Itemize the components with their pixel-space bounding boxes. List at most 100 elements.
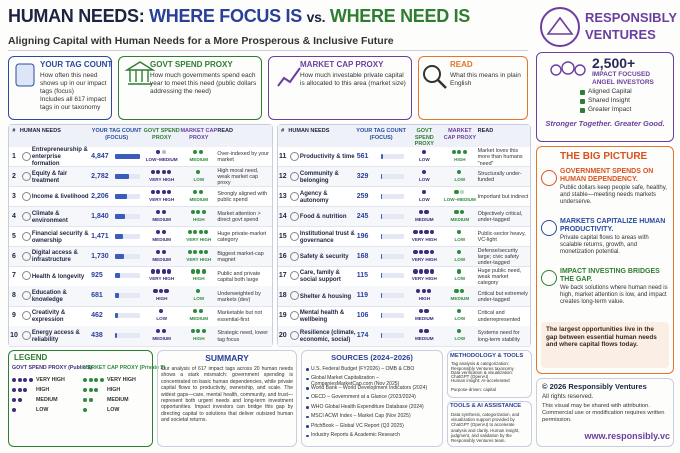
- copyright: © 2026 Responsibly Ventures: [542, 382, 647, 391]
- read-text: Huge private-market category: [217, 230, 267, 244]
- source-item: Industry Reports & Academic Research: [311, 432, 400, 438]
- row-line: [9, 285, 272, 287]
- need-name: Agency & autonomy: [299, 190, 329, 204]
- need-name: Equity & fair treatment: [31, 170, 68, 184]
- level-dot: [12, 388, 17, 393]
- row-icon: [21, 211, 31, 221]
- read-text: Market loves this more than humans "need…: [477, 148, 523, 167]
- bp-icon: [541, 220, 557, 236]
- level-label: MEDIUM: [189, 196, 209, 202]
- level-label: MEDIUM: [414, 336, 434, 342]
- row-icon: [290, 211, 300, 221]
- card-title: YOUR TAG COUNT: [40, 60, 113, 69]
- tag-count: 245: [356, 212, 369, 220]
- sources-title: SOURCES (2024–2026): [331, 353, 413, 362]
- read-text: Strongly aligned with public spend: [217, 191, 268, 204]
- level-dot: [156, 150, 161, 155]
- level-label: MEDIUM: [152, 236, 171, 242]
- level-dot: [156, 189, 161, 194]
- info-card: [268, 56, 412, 120]
- info-card: [418, 56, 528, 120]
- tag-bar-track: [115, 273, 141, 279]
- methodology-item: Purpose-driven: capital: [451, 386, 496, 392]
- level-dot: [457, 169, 462, 175]
- level-dot: [156, 249, 161, 254]
- level-label: MEDIUM: [189, 316, 209, 322]
- level-dot: [12, 378, 17, 383]
- level-dot: [421, 169, 426, 175]
- level-dot: [424, 309, 429, 314]
- tag-bar: [380, 253, 382, 259]
- level-dot: [150, 269, 155, 274]
- level-dot: [413, 269, 418, 274]
- tag-bar: [380, 273, 382, 279]
- level-dot: [413, 229, 418, 234]
- legend-group-title: GOVT SPEND PROXY (Public $): [12, 365, 92, 371]
- read-text: Defense/security large; civic safety und…: [477, 247, 519, 267]
- row-icon: [290, 331, 300, 341]
- need-name: Productivity & time: [299, 154, 355, 161]
- level-dot: [454, 209, 459, 214]
- tag-bar: [115, 213, 125, 219]
- row-line: [9, 305, 272, 307]
- level-label: MEDIUM: [414, 216, 434, 222]
- level-dot: [204, 249, 209, 254]
- level-dot: [457, 150, 462, 155]
- tag-count: 1,840: [91, 212, 109, 220]
- source-item: World Bank – World Development Indicator…: [311, 384, 428, 391]
- level-dot: [83, 398, 88, 403]
- tag-count: 2,782: [91, 172, 109, 180]
- tag-bar: [380, 213, 382, 219]
- need-name: Income & livelihood: [31, 194, 89, 201]
- level-dot: [201, 209, 206, 214]
- level-dot: [161, 229, 166, 234]
- network-count: 2,500+: [592, 55, 636, 71]
- network-tagline: Stronger Together. Greater Good.: [545, 119, 665, 128]
- level-dot: [190, 269, 195, 274]
- level-dot: [17, 388, 22, 393]
- level-dot: [198, 150, 203, 155]
- table: [8, 124, 273, 347]
- read-text: Marketable but not essential-first: [217, 310, 262, 323]
- rule: [8, 50, 528, 51]
- level-dot: [167, 189, 172, 194]
- level-dot: [418, 269, 423, 274]
- tag-icon: [15, 63, 35, 87]
- need-name: Climate & environment: [31, 210, 68, 224]
- level-dot: [196, 209, 201, 214]
- level-dot: [156, 329, 161, 334]
- level-dot: [12, 408, 17, 413]
- row-number: 8: [12, 292, 16, 300]
- level-label: LOW: [454, 176, 466, 182]
- source-bullet: [306, 368, 309, 371]
- need-name: Financial security & ownership: [31, 230, 89, 244]
- row-icon: [290, 152, 300, 161]
- level-label: LOW: [454, 236, 466, 242]
- card-text: How much governments spend each year to …: [150, 72, 257, 95]
- level-dot: [457, 249, 462, 254]
- tag-count: 438: [91, 332, 103, 340]
- level-dot: [459, 289, 465, 294]
- row-bg: [278, 286, 530, 307]
- level-dot: [158, 309, 164, 314]
- column-header: YOUR TAG COUNT (FOCUS): [91, 128, 142, 141]
- read-icon-handle: [437, 79, 447, 89]
- tag-count: 329: [356, 172, 369, 180]
- level-dot: [424, 229, 429, 234]
- tag-count: 119: [356, 292, 369, 300]
- level-dot: [88, 398, 93, 403]
- row-icon: [21, 152, 31, 161]
- need-name: Energy access & reliability: [31, 330, 80, 344]
- level-dot: [418, 249, 423, 254]
- tag-bar-track: [380, 154, 404, 159]
- people-icon: [561, 61, 575, 75]
- read-text: Objectively critical, under-tagged: [477, 210, 523, 224]
- legend-title: LEGEND: [14, 353, 48, 362]
- level-dot: [421, 150, 426, 155]
- source-bullet: [306, 387, 309, 390]
- row-line: [9, 265, 272, 267]
- column-header: MARKET CAP PROXY: [180, 128, 218, 141]
- level-dot: [454, 189, 459, 194]
- level-dot: [161, 269, 166, 274]
